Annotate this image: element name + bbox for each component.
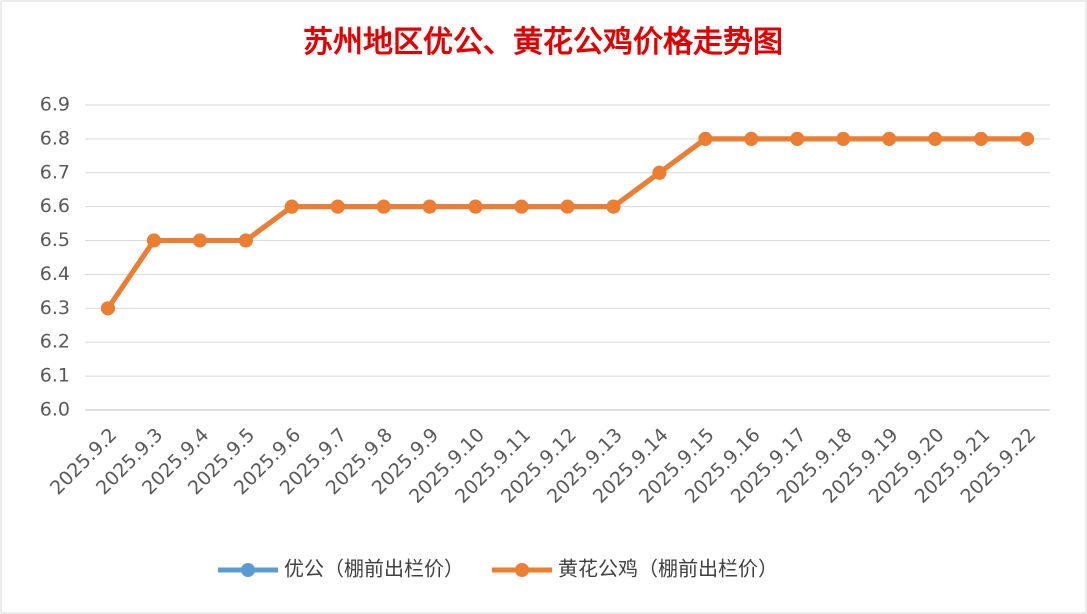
legend-marker [515, 563, 529, 577]
chart-title: 苏州地区优公、黄花公鸡价格走势图 [303, 25, 783, 60]
data-point [606, 199, 621, 214]
data-point [146, 233, 161, 248]
data-point [514, 199, 529, 214]
y-tick-label: 6.7 [40, 161, 70, 183]
data-point [698, 131, 713, 146]
legend-label: 黄花公鸡（棚前出栏价） [558, 557, 778, 581]
data-point [744, 131, 759, 146]
data-point [1020, 131, 1035, 146]
data-point [100, 301, 115, 316]
data-point [882, 131, 897, 146]
y-tick-label: 6.5 [40, 229, 70, 251]
y-tick-label: 6.3 [40, 297, 70, 319]
data-point [974, 131, 989, 146]
y-tick-label: 6.4 [40, 263, 70, 285]
legend-label: 优公（棚前出栏价） [284, 557, 464, 581]
data-point [330, 199, 345, 214]
data-point [928, 131, 943, 146]
legend-marker [241, 563, 255, 577]
data-point [652, 165, 667, 180]
data-point [836, 131, 851, 146]
y-tick-label: 6.2 [40, 331, 70, 353]
data-point [238, 233, 253, 248]
y-tick-label: 6.8 [40, 127, 70, 149]
data-point [468, 199, 483, 214]
data-point [560, 199, 575, 214]
data-point [790, 131, 805, 146]
data-point [284, 199, 299, 214]
y-tick-label: 6.6 [40, 195, 70, 217]
data-point [192, 233, 207, 248]
y-tick-label: 6.9 [40, 94, 70, 116]
data-point [376, 199, 391, 214]
y-tick-label: 6.0 [40, 399, 70, 421]
data-point [422, 199, 437, 214]
y-tick-label: 6.1 [40, 365, 70, 387]
